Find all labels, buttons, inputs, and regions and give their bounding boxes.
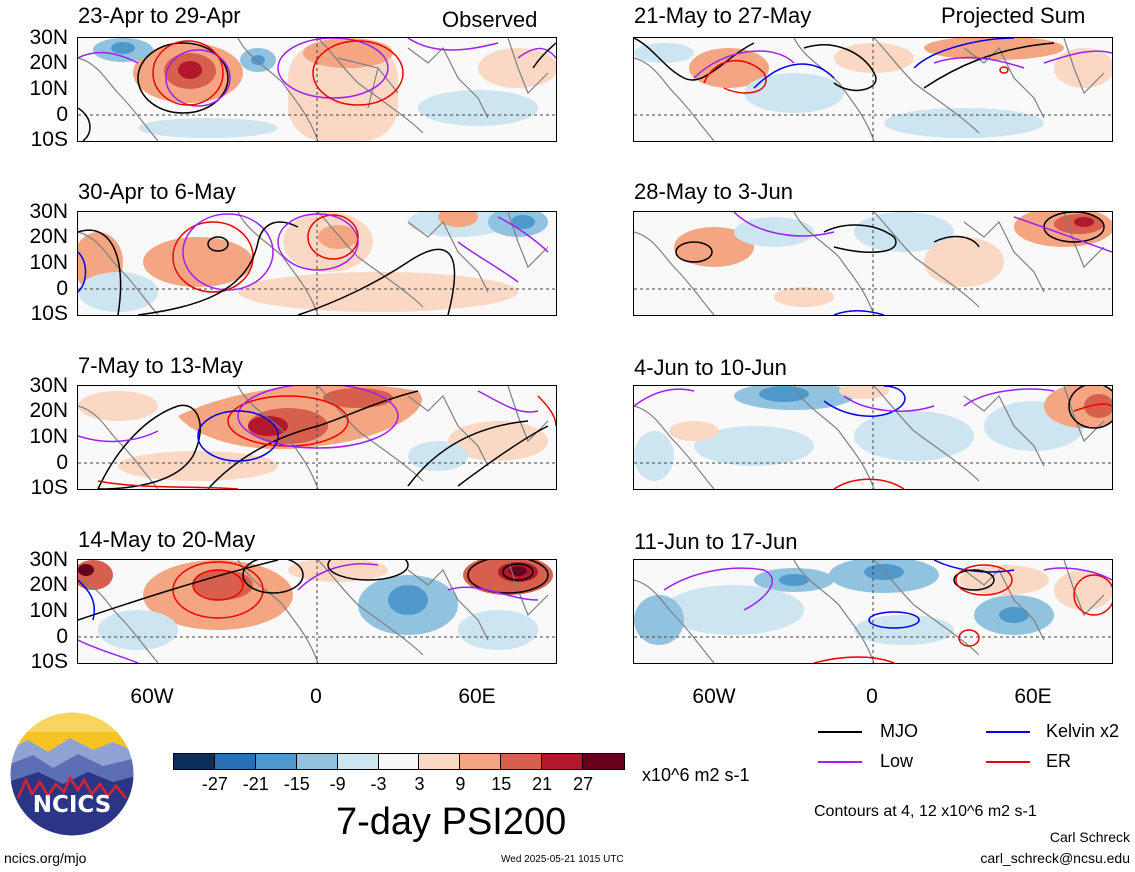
chart-title: 7-day PSI200 <box>336 801 567 843</box>
map-panel-4 <box>77 559 557 664</box>
map-panel-7-svg <box>634 386 1112 489</box>
panel-title-7: 4-Jun to 10-Jun <box>634 355 787 380</box>
lat-label: 10N <box>29 425 68 448</box>
ncics-logo: NCICS <box>8 710 136 838</box>
colorbar-swatch <box>501 754 543 769</box>
footer-email[interactable]: carl_schreck@ncsu.edu <box>980 850 1130 866</box>
lat-label: 10N <box>29 599 68 622</box>
observed-header: Observed <box>442 7 538 32</box>
lat-label: 20N <box>29 225 68 248</box>
panel-title-5: 21-May to 27-May <box>634 3 812 28</box>
lat-label: 0 <box>56 451 68 474</box>
panel-title-2: 30-Apr to 6-May <box>78 179 236 204</box>
colorbar-swatch <box>337 754 379 769</box>
map-panel-7 <box>633 385 1113 490</box>
lat-label: 30N <box>29 26 68 49</box>
colorbar-tick-label: 9 <box>455 774 466 794</box>
panel-title-4: 14-May to 20-May <box>78 527 256 552</box>
footer-timestamp: Wed 2025-05-21 1015 UTC <box>501 854 624 865</box>
lon-label-60e-left: 60E <box>458 685 496 708</box>
colorbar-swatch <box>378 754 420 769</box>
colorbar-tick-label: 15 <box>491 774 512 794</box>
lat-label: 20N <box>29 399 68 422</box>
map-panel-2-svg <box>78 212 556 315</box>
map-panel-5 <box>633 37 1113 142</box>
panel-title-1: 23-Apr to 29-Apr <box>78 3 241 28</box>
colorbar <box>173 753 625 770</box>
lon-label-0-left: 0 <box>310 685 322 708</box>
ncics-logo-text: NCICS <box>32 792 112 818</box>
map-panel-8 <box>633 559 1113 664</box>
legend-line-er <box>986 761 1030 763</box>
lat-label: 30N <box>29 200 68 223</box>
lat-label: 10S <box>30 650 68 673</box>
map-panel-8-svg <box>634 560 1112 663</box>
colorbar-swatch <box>214 754 256 769</box>
map-panel-3-svg <box>78 386 556 489</box>
lat-label: 0 <box>56 277 68 300</box>
lon-label-60e-right: 60E <box>1014 685 1052 708</box>
colorbar-swatch <box>174 754 215 769</box>
legend-label-kelvin: Kelvin x2 <box>1046 721 1120 741</box>
map-panel-5-svg <box>634 38 1112 141</box>
lon-label-0-right: 0 <box>866 685 878 708</box>
lat-label: 10N <box>29 251 68 274</box>
colorbar-swatch <box>460 754 502 769</box>
colorbar-swatch <box>542 754 584 769</box>
lat-label: 30N <box>29 374 68 397</box>
lat-label: 10S <box>30 476 68 499</box>
panel-title-6: 28-May to 3-Jun <box>634 179 793 204</box>
colorbar-swatch <box>255 754 297 769</box>
legend-label-low: Low <box>880 751 914 771</box>
colorbar-tick-label: -27 <box>201 774 228 794</box>
colorbar-tick-label: 27 <box>573 774 594 794</box>
legend-line-kelvin <box>986 731 1030 733</box>
lat-label: 10N <box>29 77 68 100</box>
map-panel-6-svg <box>634 212 1112 315</box>
map-panel-3 <box>77 385 557 490</box>
lon-label-60w-left: 60W <box>130 685 174 708</box>
lat-label: 20N <box>29 573 68 596</box>
footer-author: Carl Schreck <box>1049 829 1130 845</box>
ncics-logo-graphic <box>9 711 135 837</box>
colorbar-tick-label: 21 <box>532 774 553 794</box>
colorbar-swatch <box>419 754 461 769</box>
map-panel-2 <box>77 211 557 316</box>
map-panel-1-svg <box>78 38 556 141</box>
lat-label: 20N <box>29 51 68 74</box>
legend-label-mjo: MJO <box>880 721 918 741</box>
lat-label: 0 <box>56 625 68 648</box>
colorbar-tick-label: -21 <box>242 774 269 794</box>
contours-note: Contours at 4, 12 x10^6 m2 s-1 <box>814 803 1037 820</box>
colorbar-tick-label: -3 <box>370 774 387 794</box>
colorbar-tick-label: 3 <box>414 774 425 794</box>
colorbar-swatches <box>174 754 624 769</box>
lat-label: 30N <box>29 548 68 571</box>
legend-line-mjo <box>818 731 862 733</box>
legend-line-low <box>818 761 862 763</box>
colorbar-swatch <box>583 754 624 769</box>
legend-label-er: ER <box>1046 751 1072 771</box>
panel-title-8: 11-Jun to 17-Jun <box>634 529 798 554</box>
projected-sum-header: Projected Sum <box>941 3 1086 28</box>
footer-url[interactable]: ncics.org/mjo <box>4 850 87 866</box>
panel-title-3: 7-May to 13-May <box>78 353 244 378</box>
map-panel-4-svg <box>78 560 556 663</box>
lat-label: 0 <box>56 103 68 126</box>
lon-label-60w-right: 60W <box>692 685 736 708</box>
lat-label: 10S <box>30 302 68 325</box>
colorbar-tick-label: -15 <box>283 774 310 794</box>
colorbar-tick-label: -9 <box>329 774 346 794</box>
map-panel-1 <box>77 37 557 142</box>
lat-label: 10S <box>30 128 68 151</box>
map-panel-6 <box>633 211 1113 316</box>
colorbar-units: x10^6 m2 s-1 <box>642 765 750 785</box>
colorbar-swatch <box>296 754 338 769</box>
